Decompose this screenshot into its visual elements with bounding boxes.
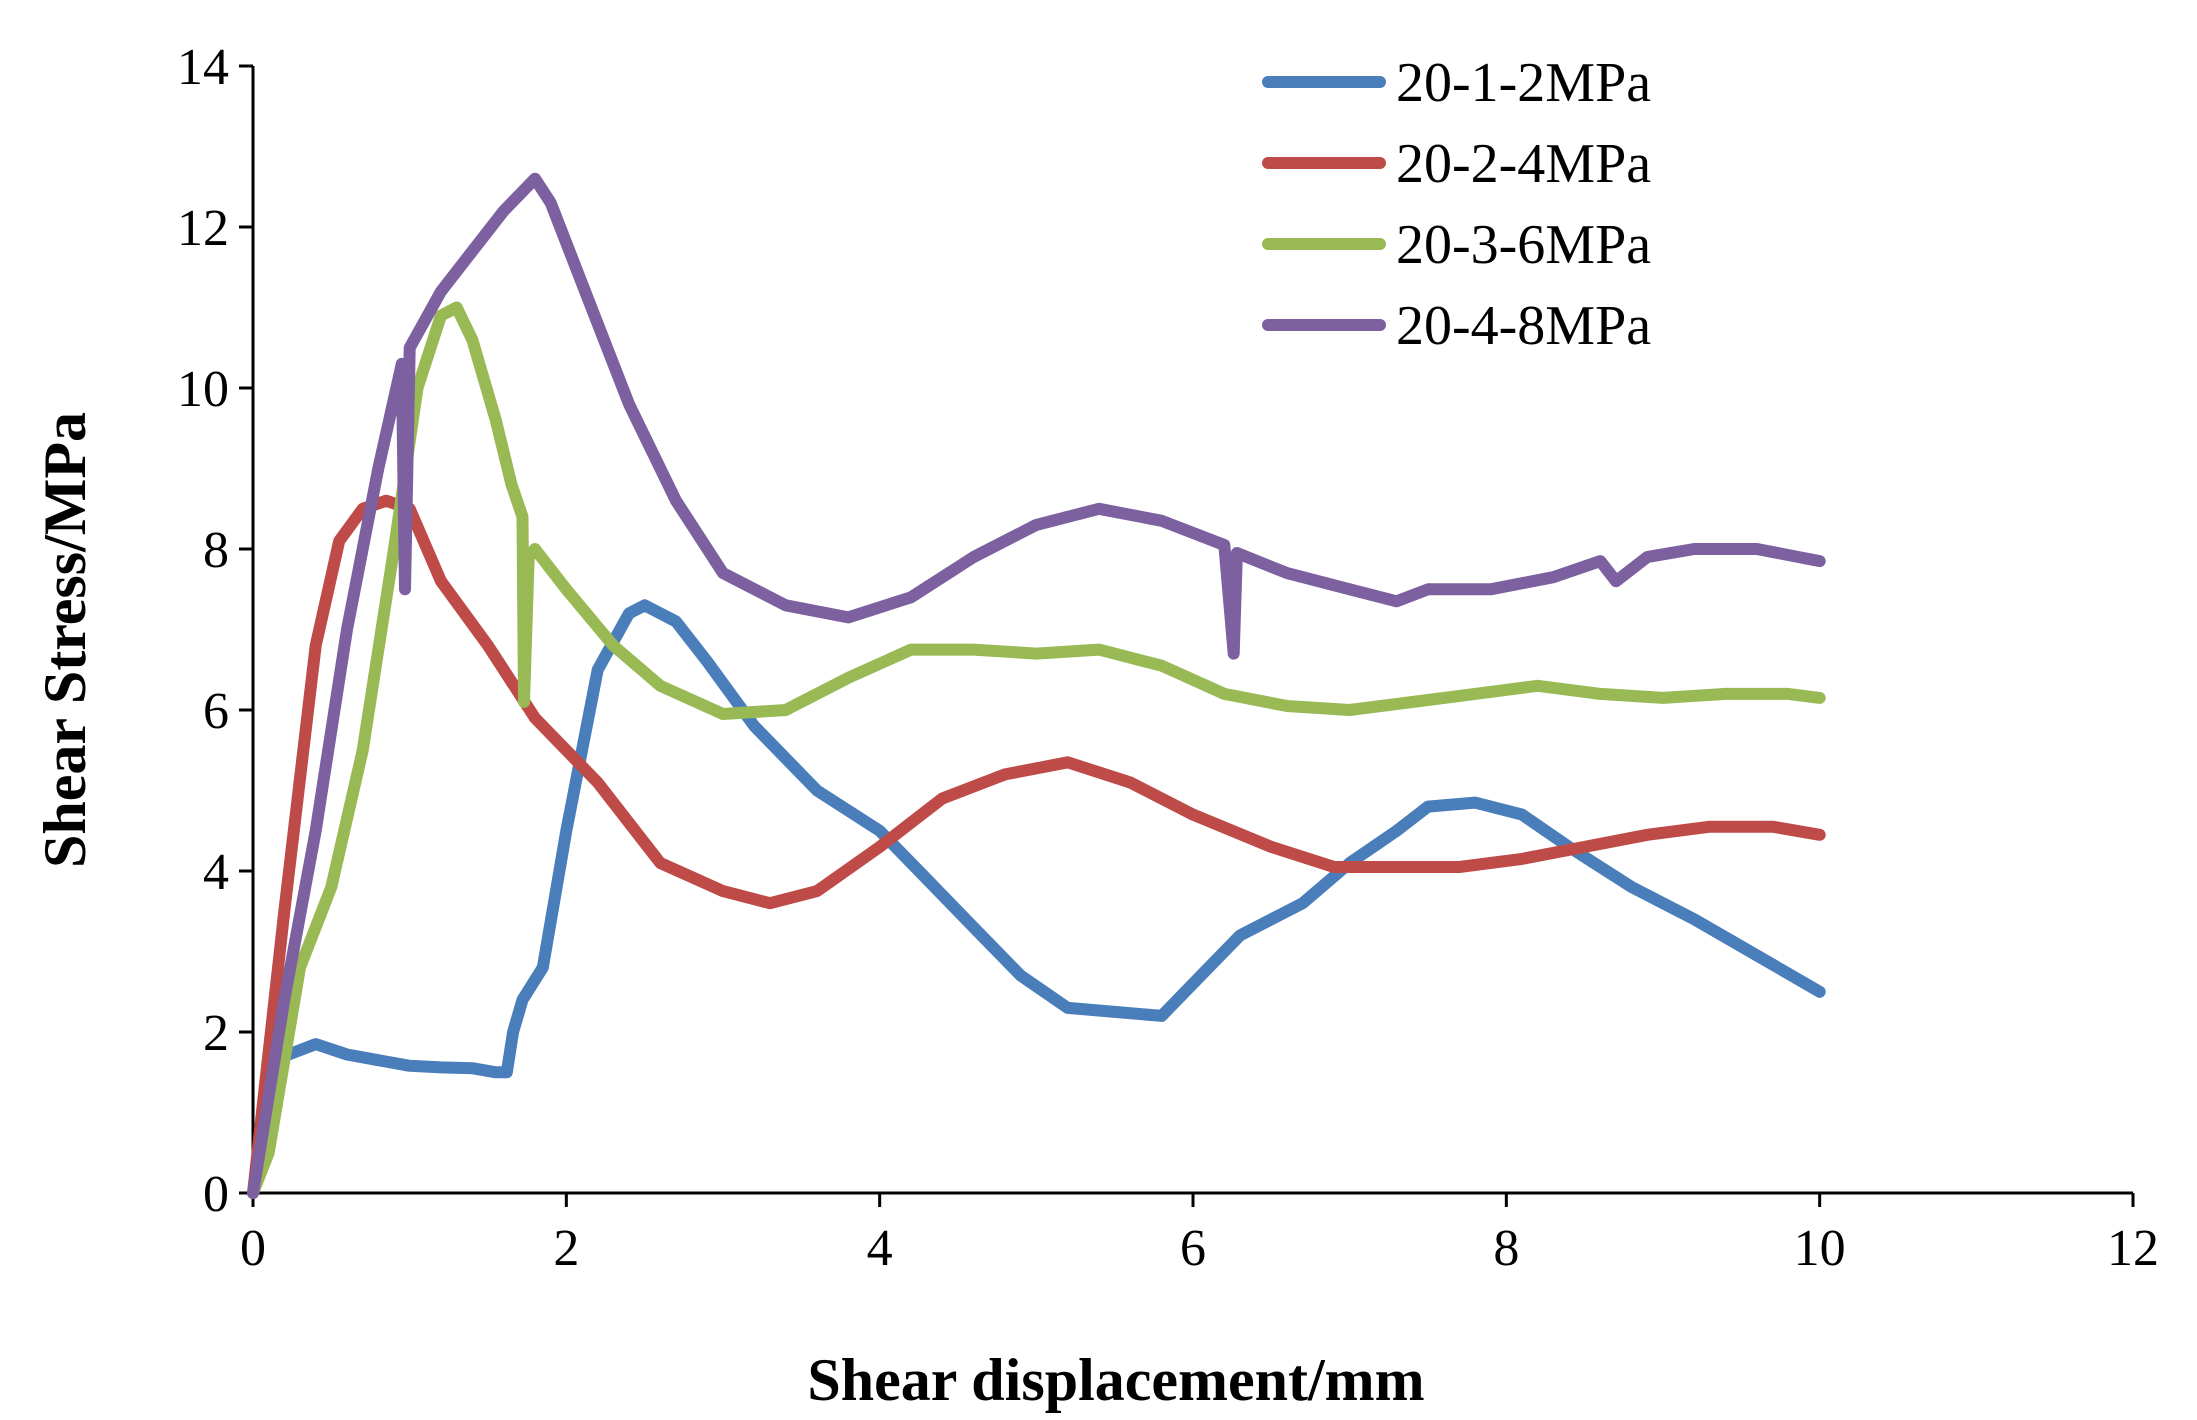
legend: 20-1-2MPa 20-2-4MPa 20-3-6MPa 20-4-8MPa	[1262, 52, 1651, 357]
legend-label: 20-4-8MPa	[1396, 295, 1651, 357]
plot-axes	[251, 66, 2133, 1195]
x-tick-label: 6	[1180, 1220, 1206, 1277]
y-axis-title: Shear Stress/MPa	[32, 412, 98, 868]
x-axis-title: Shear displacement/mm	[807, 1347, 1424, 1413]
y-tick-label: 10	[177, 361, 229, 418]
x-tick-label: 8	[1493, 1220, 1519, 1277]
legend-label: 20-1-2MPa	[1396, 52, 1651, 114]
series-line-1	[247, 599, 1826, 1199]
legend-item-2: 20-2-4MPa	[1262, 133, 1651, 195]
series-lines	[247, 172, 1826, 1199]
legend-label: 20-2-4MPa	[1396, 133, 1651, 195]
y-tick-label: 14	[177, 39, 229, 96]
x-tick-label: 4	[867, 1220, 893, 1277]
y-tick-label: 2	[203, 1005, 229, 1062]
y-tick-label: 4	[203, 844, 229, 901]
x-tick-label: 10	[1794, 1220, 1846, 1277]
y-tick-label: 0	[203, 1166, 229, 1223]
legend-item-3: 20-3-6MPa	[1262, 214, 1651, 276]
x-axis-ticks: 0 2 4 6 8 10 12	[240, 1193, 2159, 1277]
y-tick-label: 8	[203, 522, 229, 579]
x-tick-label: 12	[2107, 1220, 2159, 1277]
y-tick-label: 12	[177, 200, 229, 257]
legend-label: 20-3-6MPa	[1396, 214, 1651, 276]
y-axis-ticks: 0 2 4 6 8 10 12 14	[177, 39, 253, 1223]
y-tick-label: 6	[203, 683, 229, 740]
series-line-4	[247, 172, 1826, 1199]
series-line-2	[247, 494, 1826, 1199]
legend-item-4: 20-4-8MPa	[1262, 295, 1651, 357]
x-tick-label: 2	[553, 1220, 579, 1277]
series-line-3	[247, 301, 1826, 1199]
legend-item-1: 20-1-2MPa	[1262, 52, 1651, 114]
x-tick-label: 0	[240, 1220, 266, 1277]
